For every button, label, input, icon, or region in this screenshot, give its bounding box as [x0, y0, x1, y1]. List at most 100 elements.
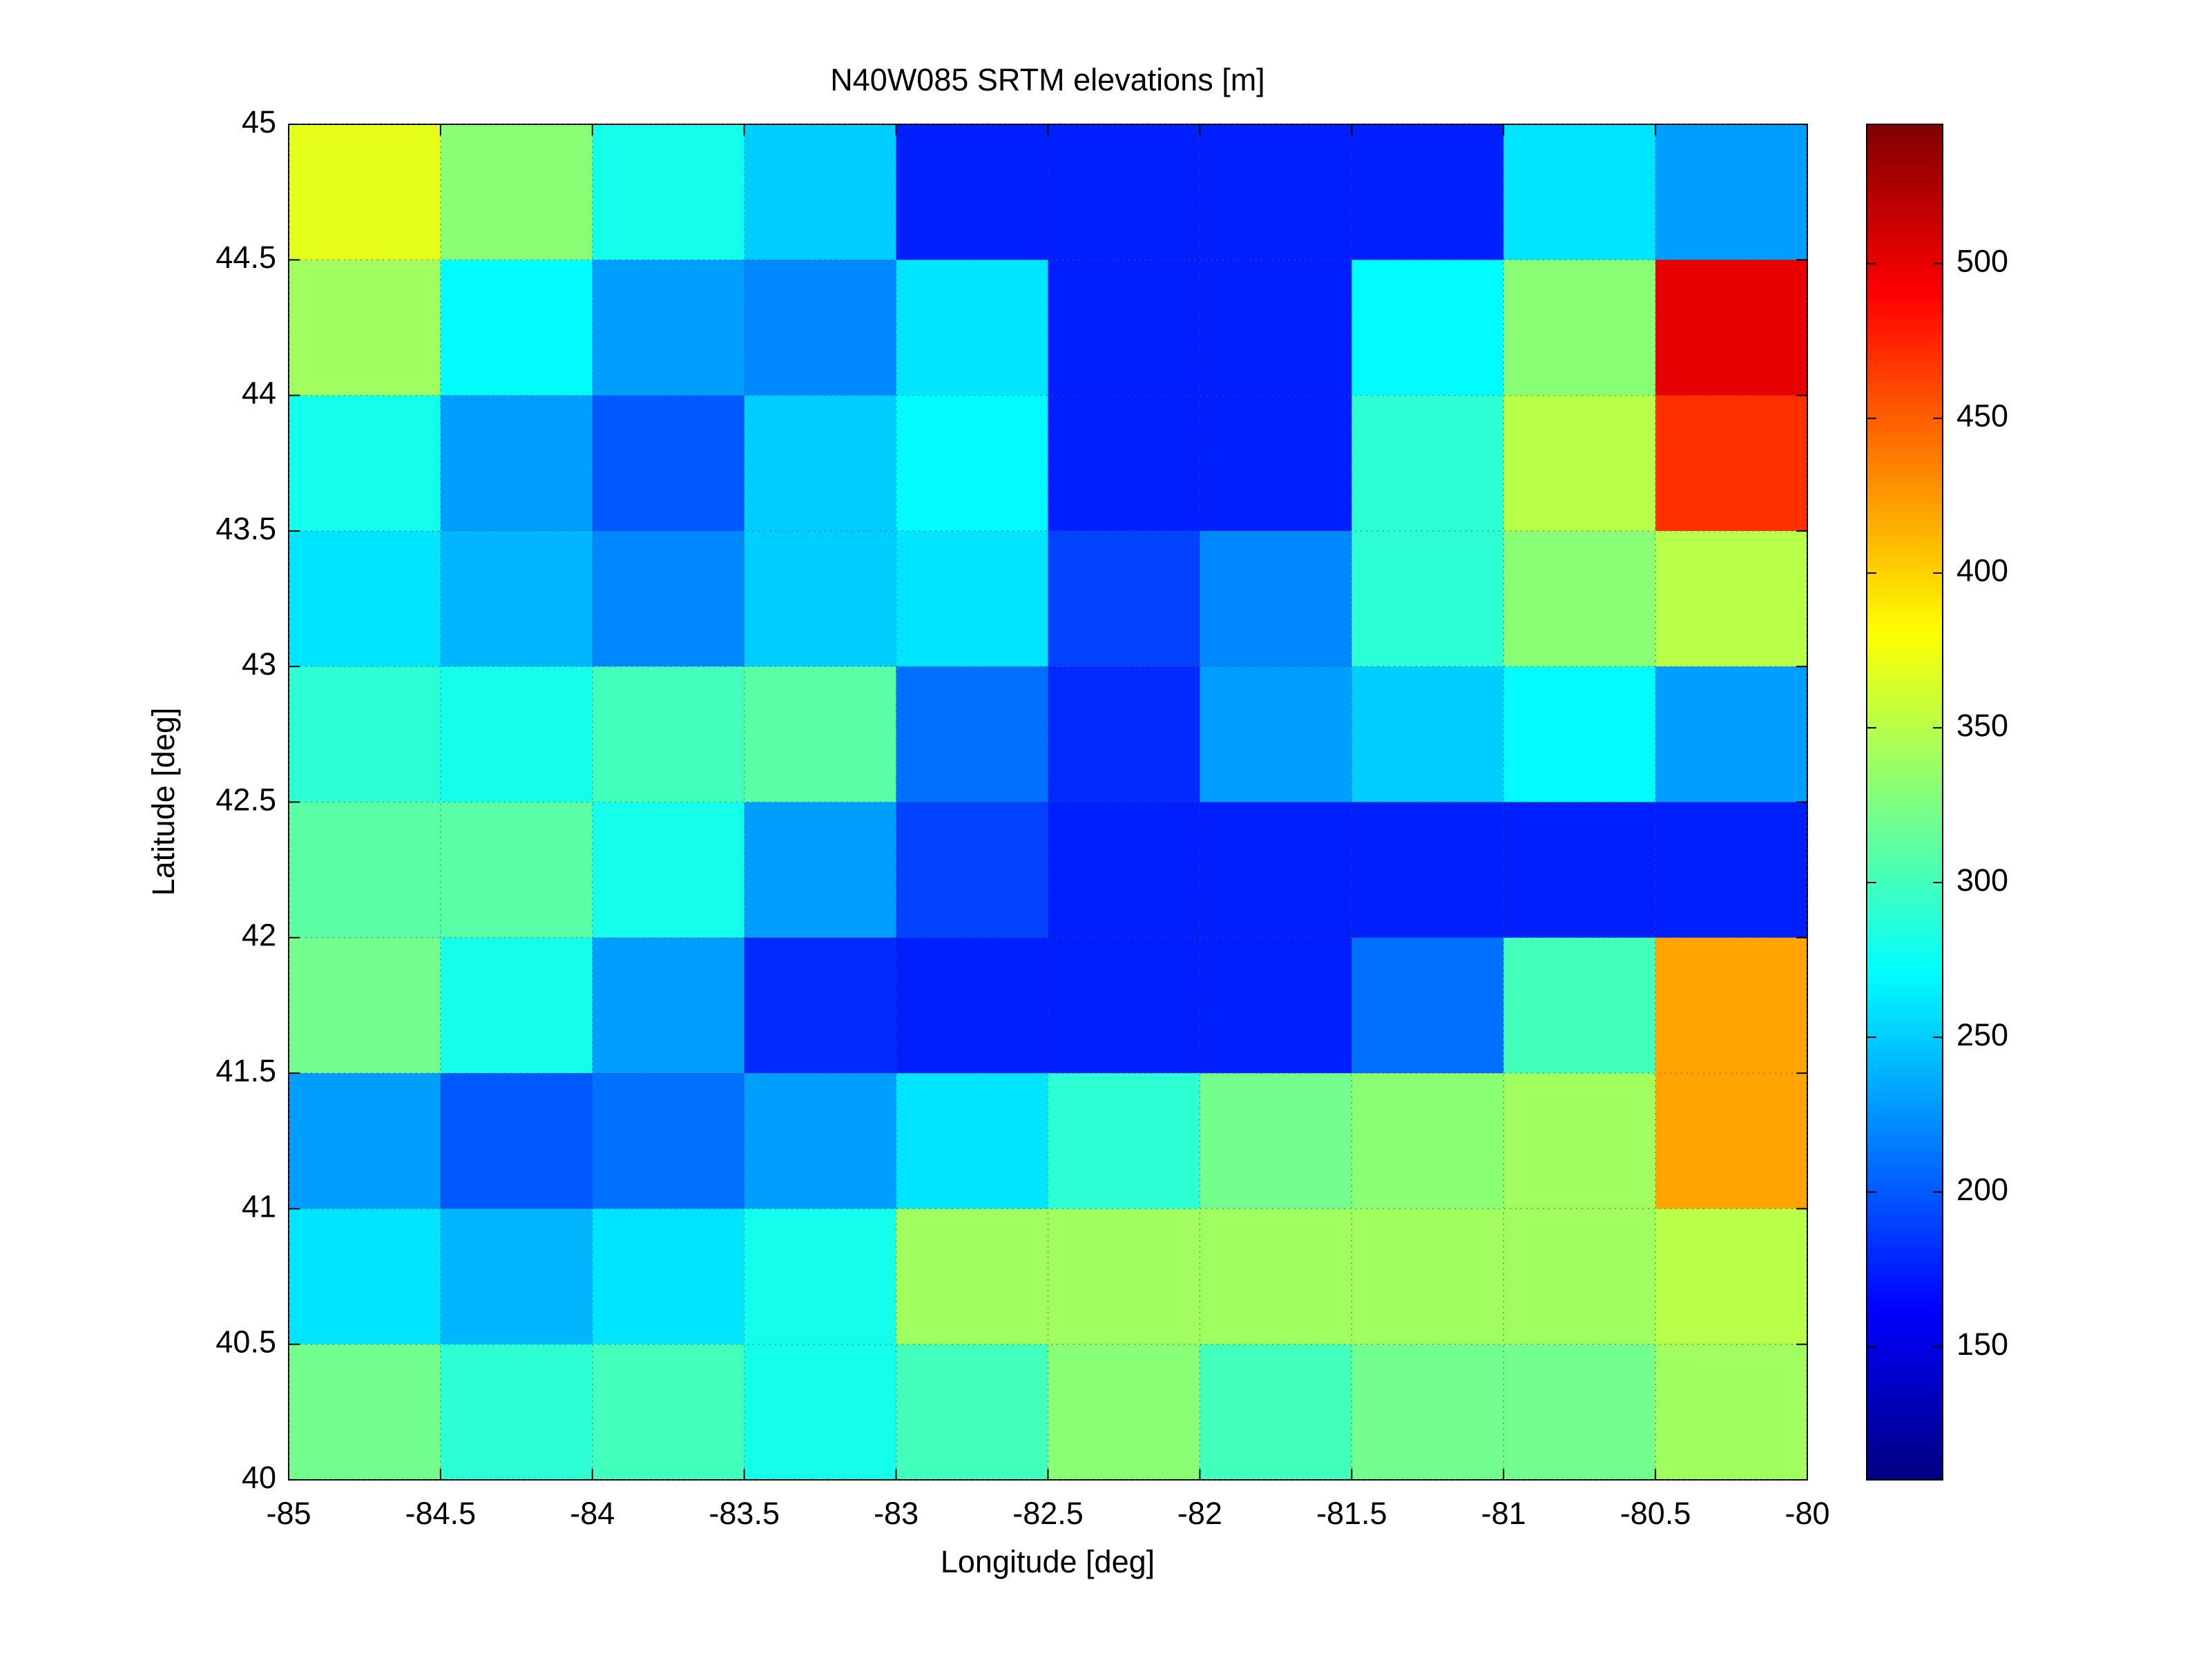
- heatmap-cell: [1655, 124, 1808, 260]
- heatmap-cell: [592, 395, 745, 532]
- y-tick-label: 41.5: [215, 1053, 276, 1088]
- colorbar-tick-label: 150: [1956, 1327, 2008, 1362]
- x-tick-label: -82: [1177, 1496, 1222, 1531]
- heatmap-cell: [1655, 260, 1808, 396]
- axes: -85 -84.5 -84 -83.5 -83 -82.5 -82 -81.5 -81 -80.5…: [215, 104, 1829, 1531]
- heatmap-cell: [1200, 937, 1352, 1074]
- chart-title: N40W085 SRTM elevations [m]: [830, 62, 1264, 97]
- heatmap-cell: [592, 802, 745, 938]
- heatmap-cell: [1200, 395, 1352, 532]
- colorbar-tick-label: 450: [1956, 398, 2008, 434]
- x-tick-label: -82.5: [1012, 1496, 1084, 1531]
- heatmap-cell: [896, 260, 1048, 396]
- heatmap-cell: [896, 937, 1048, 1074]
- heatmap-cell: [592, 1208, 745, 1345]
- x-axis-label: Longitude [deg]: [941, 1544, 1155, 1579]
- colorbar-tick-label: 300: [1956, 862, 2008, 898]
- heatmap-cell: [1352, 666, 1504, 802]
- heatmap-cell: [896, 666, 1048, 802]
- x-tick-label: -81.5: [1316, 1496, 1387, 1531]
- y-tick-label: 40: [242, 1460, 276, 1495]
- heatmap-cell: [1503, 124, 1656, 260]
- heatmap-cell: [1655, 1208, 1808, 1345]
- heatmap-cell: [1352, 937, 1504, 1074]
- heatmap-cell: [289, 1073, 441, 1209]
- heatmap-cell: [744, 1208, 897, 1345]
- heatmap-cell: [1352, 395, 1504, 532]
- heatmap-cell: [592, 530, 745, 667]
- heatmap-cell: [744, 1344, 897, 1481]
- heatmap-cell: [289, 124, 441, 260]
- heatmap-cell: [1352, 530, 1504, 667]
- heatmap-cell: [1655, 1344, 1808, 1481]
- x-tick-label: -85: [266, 1496, 311, 1531]
- heatmap-cell: [440, 124, 593, 260]
- colorbar-tick-label: 400: [1956, 553, 2008, 588]
- heatmap-cell: [1655, 395, 1808, 532]
- y-tick-label: 41: [242, 1188, 276, 1224]
- heatmap-cell: [744, 260, 897, 396]
- heatmap-cell: [289, 1344, 441, 1481]
- heatmap-cell: [592, 1073, 745, 1209]
- heatmap-cell: [289, 802, 441, 938]
- heatmap-cell: [1352, 1208, 1504, 1345]
- heatmap-cell: [1048, 260, 1200, 396]
- heatmap-cell: [440, 530, 593, 667]
- heatmap-cell: [592, 937, 745, 1074]
- heatmap-cell: [896, 530, 1048, 667]
- heatmap-cell: [289, 260, 441, 396]
- heatmap-cell: [1048, 802, 1200, 938]
- x-tick-label: -81: [1481, 1496, 1526, 1531]
- heatmap-cell: [440, 1073, 593, 1209]
- heatmap-cell: [289, 666, 441, 802]
- heatmap-cell: [1352, 260, 1504, 396]
- heatmap-cell: [289, 395, 441, 532]
- heatmap-cell: [440, 666, 593, 802]
- heatmap-cell: [1048, 1073, 1200, 1209]
- heatmap-cell: [1655, 802, 1808, 938]
- heatmap-cell: [896, 1344, 1048, 1481]
- y-tick-label: 43: [242, 646, 276, 682]
- heatmap-cell: [289, 1208, 441, 1345]
- y-tick-label: 40.5: [215, 1324, 276, 1360]
- heatmap-cell: [1200, 666, 1352, 802]
- heatmap-cell: [1503, 260, 1656, 396]
- colorbar-tick-label: 350: [1956, 708, 2008, 743]
- heatmap-cell: [440, 802, 593, 938]
- heatmap-cell: [1503, 530, 1656, 667]
- colorbar-tick-label: 200: [1956, 1172, 2008, 1207]
- heatmap-cell: [592, 260, 745, 396]
- heatmap-cell: [1200, 802, 1352, 938]
- heatmap-cell: [440, 395, 593, 532]
- heatmap-cell: [1048, 530, 1200, 667]
- heatmap-cell: [1048, 666, 1200, 802]
- heatmap-cell: [440, 937, 593, 1074]
- heatmap-cell: [1048, 1344, 1200, 1481]
- heatmap-cell: [440, 1208, 593, 1345]
- heatmap-cell: [744, 666, 897, 802]
- heatmap-cell: [1048, 395, 1200, 532]
- y-tick-label: 44.5: [215, 240, 276, 275]
- heatmap-cell: [744, 802, 897, 938]
- heatmap-cell: [896, 124, 1048, 260]
- heatmap-cell: [592, 666, 745, 802]
- colorbar-tick-label: 500: [1956, 244, 2008, 279]
- heatmap-cell: [1503, 666, 1656, 802]
- heatmap-cell: [1200, 1073, 1352, 1209]
- y-tick-label: 42.5: [215, 782, 276, 817]
- x-tick-label: -84.5: [405, 1496, 477, 1531]
- heatmap-cell: [1655, 666, 1808, 802]
- heatmap-cell: [1503, 1344, 1656, 1481]
- heatmap-cell: [1048, 1208, 1200, 1345]
- heatmap-cell: [289, 937, 441, 1074]
- heatmap-cell: [1503, 937, 1656, 1074]
- heatmap-cell: [1200, 1208, 1352, 1345]
- y-axis-label: Latitude [deg]: [146, 708, 181, 896]
- heatmap-cell: [1655, 530, 1808, 667]
- y-tick-label: 45: [242, 104, 276, 139]
- x-tick-label: -80.5: [1620, 1496, 1691, 1531]
- heatmap-cell: [896, 802, 1048, 938]
- heatmap-cell: [1352, 802, 1504, 938]
- heatmap-cell: [1503, 802, 1656, 938]
- heatmap-cell: [896, 1208, 1048, 1345]
